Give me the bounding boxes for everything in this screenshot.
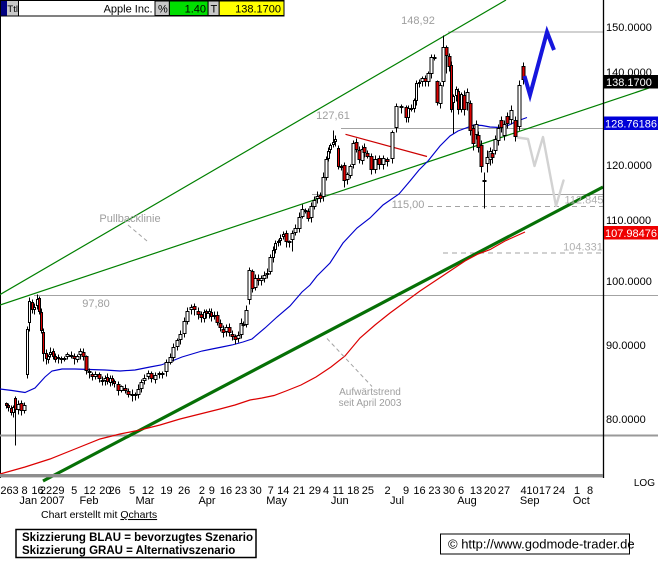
svg-text:16: 16 [31,485,43,497]
svg-text:Ttl: Ttl [7,4,18,15]
svg-text:seit April 2003: seit April 2003 [339,398,402,409]
svg-text:Sep: Sep [520,495,540,507]
svg-text:112.845: 112.845 [565,195,604,207]
svg-text:18: 18 [347,485,359,497]
svg-text:6: 6 [458,485,464,497]
svg-text:© http://www.godmode-trader.de: © http://www.godmode-trader.de [448,537,635,552]
svg-text:150.0000: 150.0000 [606,22,652,34]
svg-text:128.76186: 128.76186 [605,119,657,131]
svg-text:Feb: Feb [80,495,99,507]
svg-text:29: 29 [309,485,321,497]
svg-text:4: 4 [520,485,526,497]
svg-text:9: 9 [403,485,409,497]
svg-text:22: 22 [40,485,52,497]
svg-text:110.0000: 110.0000 [606,215,651,227]
svg-text:5: 5 [129,485,135,497]
svg-text:25: 25 [362,485,374,497]
svg-text:8: 8 [587,485,593,497]
svg-text:9: 9 [209,485,215,497]
svg-text:97,80: 97,80 [82,298,110,310]
svg-text:12: 12 [142,485,154,497]
svg-text:13: 13 [470,485,482,497]
svg-text:Apple Inc.: Apple Inc. [104,4,153,16]
svg-text:Jun: Jun [331,495,349,507]
svg-text:1.40: 1.40 [185,4,206,16]
svg-text:4: 4 [323,485,329,497]
svg-text:16: 16 [220,485,232,497]
svg-text:115,00: 115,00 [392,199,425,211]
svg-text:26: 26 [109,485,121,497]
svg-text:23: 23 [235,485,247,497]
svg-text:80.0000: 80.0000 [606,414,646,426]
svg-text:120.0000: 120.0000 [606,160,652,172]
svg-text:104.331: 104.331 [563,242,603,254]
svg-text:29: 29 [52,485,64,497]
svg-text:Skizzierung GRAU = Alternativs: Skizzierung GRAU = Alternativszenario [22,545,235,557]
svg-text:Skizzierung BLAU = bevorzugtes: Skizzierung BLAU = bevorzugtes Szenario [22,532,253,544]
svg-text:Pullbacklinie: Pullbacklinie [99,213,160,225]
svg-text:30: 30 [249,485,261,497]
svg-text:26: 26 [0,485,12,497]
svg-text:17: 17 [539,485,551,497]
svg-text:2: 2 [199,485,205,497]
svg-text:107.98476: 107.98476 [605,228,657,240]
svg-text:10: 10 [526,485,538,497]
svg-text:21: 21 [293,485,305,497]
svg-text:138.1700: 138.1700 [606,77,652,89]
svg-text:12: 12 [84,485,96,497]
svg-text:127,61: 127,61 [316,110,350,122]
svg-text:May: May [266,495,287,507]
svg-text:11: 11 [333,485,344,497]
svg-text:26: 26 [178,485,190,497]
svg-text:%: % [158,4,168,16]
svg-text:T: T [211,4,218,16]
svg-text:Mar: Mar [136,495,155,507]
svg-text:Jan 2007: Jan 2007 [19,495,64,507]
svg-text:100.0000: 100.0000 [606,276,652,288]
svg-text:27: 27 [498,485,510,497]
svg-text:Apr: Apr [198,495,215,507]
svg-text:Oct: Oct [573,495,590,507]
svg-text:Jul: Jul [390,495,404,507]
svg-text:148,92: 148,92 [401,15,435,27]
svg-text:19: 19 [160,485,172,497]
svg-text:Chart erstellt mit Qcharts: Chart erstellt mit Qcharts [41,509,157,521]
svg-text:LOG: LOG [634,478,655,489]
svg-text:2: 2 [384,485,390,497]
svg-text:1: 1 [574,485,580,497]
svg-text:23: 23 [428,485,440,497]
svg-text:138.1700: 138.1700 [235,4,281,16]
svg-text:24: 24 [553,485,565,497]
svg-text:30: 30 [443,485,455,497]
svg-text:8: 8 [21,485,27,497]
svg-text:14: 14 [277,485,289,497]
svg-text:16: 16 [413,485,425,497]
svg-text:90.0000: 90.0000 [606,340,646,352]
svg-text:Aug: Aug [457,495,477,507]
svg-text:Aufwärtstrend: Aufwärtstrend [339,387,401,398]
svg-text:5: 5 [71,485,77,497]
svg-text:20: 20 [99,485,111,497]
svg-text:3: 3 [12,485,18,497]
svg-text:20: 20 [484,485,496,497]
svg-text:7: 7 [268,485,274,497]
